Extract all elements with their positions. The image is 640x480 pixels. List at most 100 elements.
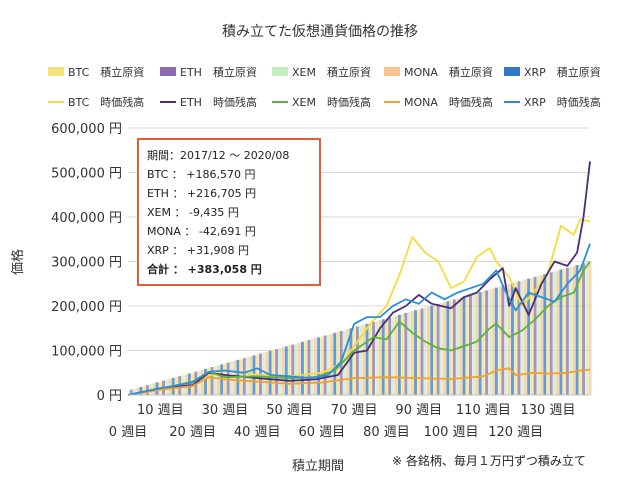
footnote: ※ 各銘柄、毎月１万円ずつ積み立て bbox=[392, 454, 586, 468]
principal-bar bbox=[323, 335, 327, 395]
principal-bar bbox=[543, 274, 547, 395]
principal-bar bbox=[511, 283, 514, 395]
y-tick-label: 500,000 円 bbox=[51, 167, 122, 182]
principal-bar bbox=[414, 310, 417, 395]
x-tick-label: 30 週目 bbox=[202, 403, 249, 418]
summary-xrp: XRP ： +31,908 円 bbox=[147, 244, 250, 257]
principal-bar bbox=[184, 374, 188, 395]
principal-bar bbox=[313, 338, 317, 395]
principal-bar bbox=[540, 275, 543, 395]
principal-bar bbox=[317, 337, 321, 395]
principal-bar bbox=[320, 336, 324, 395]
summary-mona: MONA ： -42,691 円 bbox=[147, 225, 256, 238]
principal-bar bbox=[291, 344, 295, 395]
principal-bar bbox=[304, 340, 308, 395]
principal-bar bbox=[549, 272, 553, 395]
summary-eth: ETH ： +216,705 円 bbox=[147, 187, 257, 200]
principal-bar bbox=[355, 326, 359, 395]
y-tick-label: 300,000 円 bbox=[51, 256, 122, 271]
x-tick-label: 40 週目 bbox=[234, 425, 281, 440]
principal-bar bbox=[139, 386, 143, 395]
principal-bar bbox=[449, 300, 453, 395]
x-tick-label: 80 週目 bbox=[363, 425, 410, 440]
principal-bar bbox=[200, 369, 204, 395]
principal-bar bbox=[410, 311, 414, 395]
principal-bar bbox=[469, 294, 472, 395]
principal-bar bbox=[359, 325, 363, 395]
principal-bar bbox=[559, 269, 563, 395]
principal-bar bbox=[136, 387, 140, 395]
principal-bar bbox=[478, 292, 482, 395]
series-line bbox=[127, 243, 591, 396]
principal-bar bbox=[210, 367, 214, 395]
principal-bar bbox=[501, 285, 505, 395]
principal-bar bbox=[436, 303, 440, 395]
principal-bar bbox=[565, 267, 569, 395]
principal-bar bbox=[268, 350, 272, 395]
principal-bar bbox=[481, 291, 485, 395]
principal-bar bbox=[472, 293, 476, 395]
principal-bar bbox=[562, 268, 566, 395]
principal-bar bbox=[514, 282, 518, 395]
principal-bar bbox=[213, 366, 217, 395]
principal-bar bbox=[585, 262, 589, 395]
principal-bar bbox=[187, 373, 191, 395]
legend-label: XEM 時価残高 bbox=[292, 95, 371, 109]
principal-bar bbox=[301, 341, 304, 395]
principal-bar bbox=[233, 360, 237, 395]
legend-label: XEM 積立原資 bbox=[292, 65, 371, 79]
series-line bbox=[127, 367, 591, 396]
principal-bar bbox=[229, 361, 233, 395]
principal-bar bbox=[517, 281, 521, 395]
legend-label: MONA 積立原資 bbox=[404, 65, 493, 79]
principal-bar bbox=[281, 347, 285, 395]
legend-label: XRP 積立原資 bbox=[524, 65, 601, 79]
summary-total: 合計 ： +383,058 円 bbox=[147, 263, 262, 276]
principal-bar bbox=[294, 343, 298, 395]
principal-bar bbox=[475, 293, 479, 395]
principal-bar bbox=[498, 286, 501, 395]
principal-bar bbox=[420, 308, 424, 395]
principal-bar bbox=[401, 313, 405, 395]
principal-bar bbox=[391, 316, 395, 395]
principal-bar bbox=[129, 389, 133, 395]
principal-bar bbox=[494, 287, 498, 395]
x-tick-label: 20 週目 bbox=[169, 425, 216, 440]
principal-bar bbox=[397, 314, 401, 395]
principal-bar bbox=[336, 331, 340, 395]
principal-bar bbox=[207, 367, 211, 395]
principal-bar bbox=[262, 352, 266, 395]
principal-bar bbox=[343, 330, 346, 395]
principal-bar bbox=[333, 332, 337, 395]
principal-bar bbox=[427, 306, 430, 395]
principal-bar bbox=[142, 386, 146, 395]
principal-bar bbox=[430, 305, 434, 395]
principal-bar bbox=[288, 345, 291, 395]
principal-bar bbox=[191, 372, 195, 395]
y-tick-label: 0 円 bbox=[97, 389, 122, 404]
x-tick-label: 110 週目 bbox=[456, 403, 511, 418]
principal-bar bbox=[446, 301, 450, 395]
legend-label: ETH 時価残高 bbox=[180, 95, 257, 109]
principal-bar bbox=[572, 266, 576, 395]
principal-bar bbox=[588, 261, 592, 395]
legend-label: XRP 時価残高 bbox=[524, 95, 601, 109]
y-tick-label: 400,000 円 bbox=[51, 211, 122, 226]
principal-bar bbox=[417, 309, 421, 395]
legend-label: BTC 積立原資 bbox=[68, 65, 144, 79]
principal-bar bbox=[275, 349, 279, 395]
principal-bar bbox=[523, 279, 527, 395]
principal-bar bbox=[271, 349, 275, 395]
y-tick-label: 200,000 円 bbox=[51, 300, 122, 315]
principal-bar bbox=[485, 290, 489, 395]
principal-bar bbox=[504, 284, 508, 395]
x-tick-label: 10 週目 bbox=[137, 403, 184, 418]
principal-bar bbox=[310, 339, 314, 395]
summary-period: 期間：2017/12 ～ 2020/08 bbox=[147, 149, 290, 162]
x-tick-label: 90 週目 bbox=[395, 403, 442, 418]
principal-bar bbox=[404, 312, 408, 395]
principal-bar bbox=[520, 280, 524, 395]
x-tick-label: 120 週目 bbox=[488, 425, 543, 440]
principal-bar bbox=[556, 270, 560, 395]
principal-bar bbox=[375, 321, 379, 395]
